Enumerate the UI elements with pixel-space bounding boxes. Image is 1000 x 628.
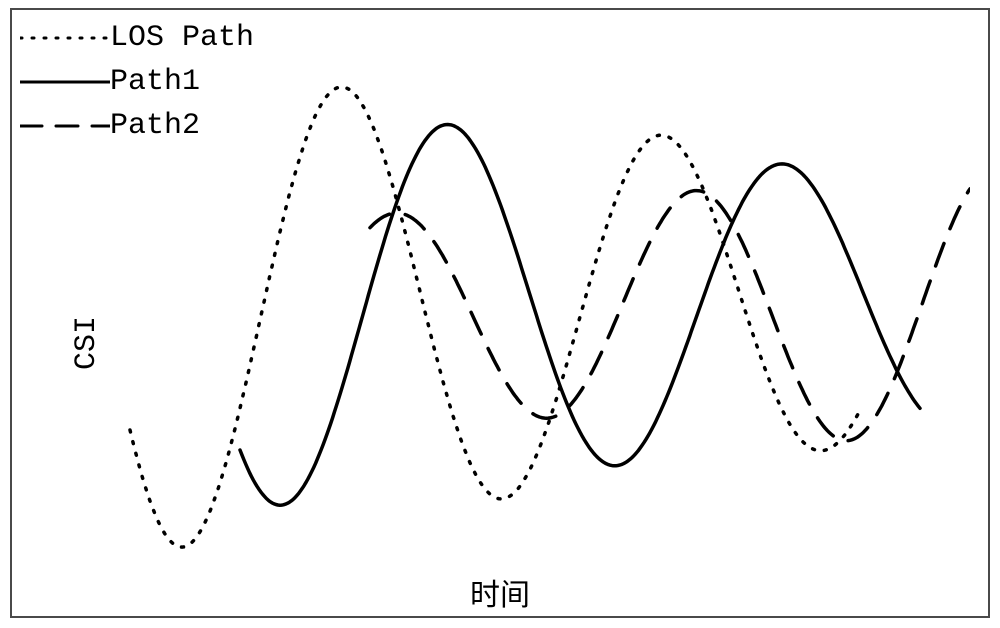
plot-area (100, 30, 970, 560)
y-axis-label: CSI (70, 316, 104, 370)
legend-swatch-path2 (20, 106, 110, 146)
series-los-path (130, 87, 860, 547)
legend-swatch-path1 (20, 62, 110, 102)
x-axis-label: 时间 (470, 570, 530, 614)
series-path2 (370, 189, 970, 441)
legend-swatch-los (20, 18, 110, 58)
series-path1 (240, 125, 920, 506)
